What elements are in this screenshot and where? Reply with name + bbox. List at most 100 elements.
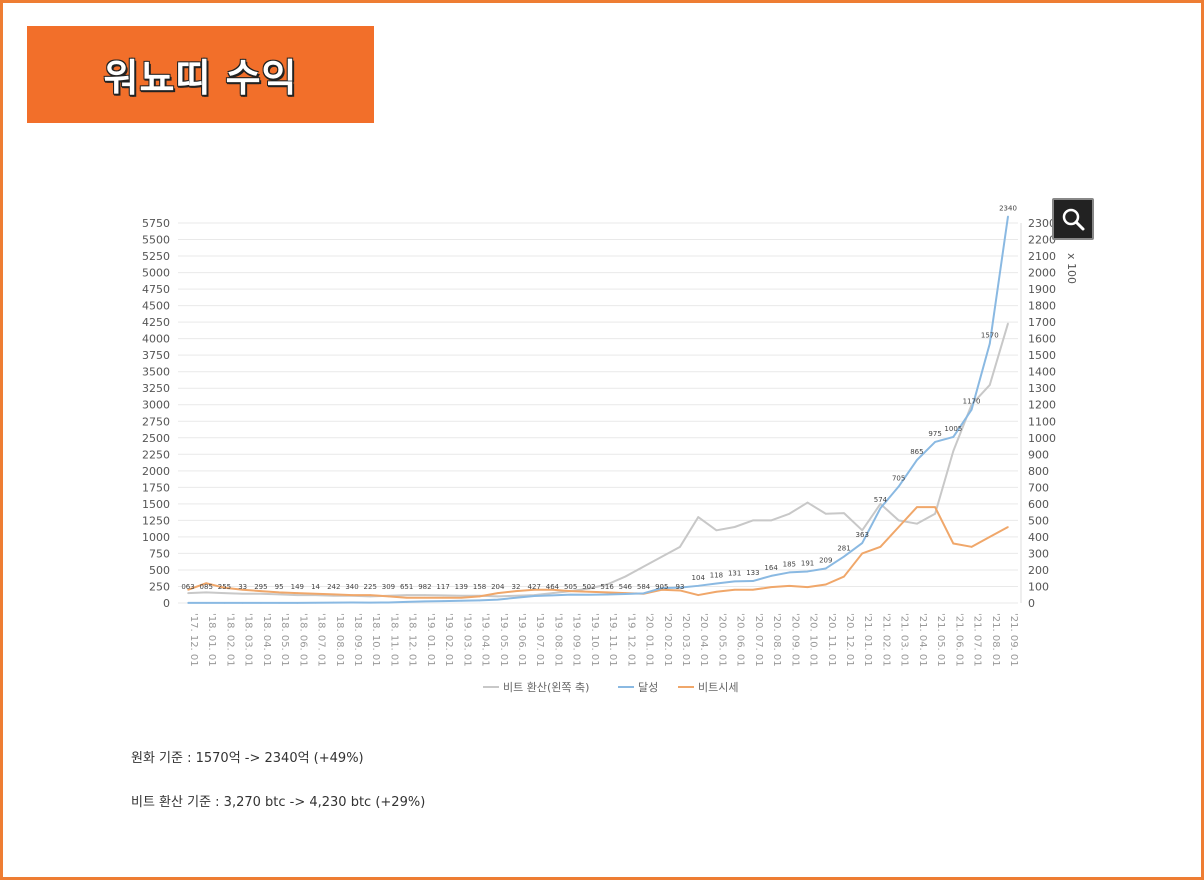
data-point [569,593,572,596]
data-point [260,602,262,604]
x-tick-label: '21. 01. 01 [862,613,873,667]
data-point [223,602,226,604]
x-tick-label: '20. 07. 01 [753,613,764,667]
data-point [715,582,718,585]
y-left-tick-label: 1000 [142,531,170,544]
y-right-tick-label: 1200 [1028,399,1056,412]
x-tick-label: '19. 04. 01 [480,613,491,667]
data-point [752,519,754,522]
data-point [442,594,444,597]
data-point [442,600,444,602]
y-right-tick-label: 400 [1028,531,1049,544]
series-line-0 [187,323,1009,598]
data-point [806,570,809,573]
data-point [515,594,517,597]
x-tick-label: '19. 09. 01 [571,613,582,667]
data-label: 255 [218,583,231,591]
title-banner: 워뇨띠 수익 [27,26,374,123]
data-point [861,529,864,532]
y-right-unit-label: x 100 [1065,253,1078,284]
data-label: 516 [600,583,614,591]
data-label: 363 [856,531,869,539]
data-point [770,519,772,522]
data-label: 209 [819,556,832,564]
data-label: 185 [783,560,796,568]
data-point [916,522,918,525]
data-point [205,582,208,584]
data-point [679,589,681,592]
data-label: 14 [311,583,320,591]
note-krw-basis: 원화 기준 : 1570억 -> 2340억 (+49%) [131,751,364,766]
x-tick-label: '20. 02. 01 [662,613,673,667]
x-tick-label: '19. 02. 01 [443,613,454,667]
data-point [1007,526,1009,528]
x-tick-label: '21. 07. 01 [972,613,983,667]
x-tick-label: '18. 12. 01 [407,613,418,667]
x-tick-label: '20. 12. 01 [844,613,855,667]
x-tick-label: '20. 08. 01 [771,613,782,667]
x-tick-label: '18. 02. 01 [224,613,235,667]
data-point [551,592,554,594]
data-point [332,593,335,596]
data-label: 33 [238,583,247,591]
x-tick-label: '19. 05. 01 [498,613,509,667]
data-point [588,587,590,590]
x-tick-label: '19. 10. 01 [589,613,600,667]
y-right-tick-label: 1100 [1028,415,1056,428]
data-point [952,450,955,452]
y-left-tick-label: 500 [149,564,170,577]
data-label: 584 [637,583,651,591]
y-left-tick-label: 2250 [142,448,170,461]
magnifier-icon [1062,208,1085,231]
data-point [970,408,973,411]
data-point [970,546,973,548]
y-left-tick-label: 1750 [142,481,170,494]
x-tick-label: '19. 07. 01 [534,613,545,667]
data-point [314,601,317,604]
data-point [770,575,772,577]
x-tick-label: '19. 11. 01 [607,613,618,667]
data-point [496,595,499,598]
y-left-tick-label: 4000 [142,333,170,346]
data-point [988,342,991,345]
y-left-tick-label: 5500 [142,234,170,247]
data-point [296,602,299,604]
data-point [533,595,536,597]
x-tick-label: '18. 09. 01 [352,613,363,667]
data-point [843,512,845,514]
data-point [569,590,572,592]
x-tick-label: '20. 06. 01 [735,613,746,667]
data-point [679,586,681,589]
y-left-tick-label: 5250 [142,250,170,263]
data-label: 1005 [944,425,962,433]
data-point [278,593,280,596]
x-tick-label: '19. 06. 01 [516,613,527,667]
x-tick-label: '19. 03. 01 [461,613,472,667]
x-tick-label: '18. 07. 01 [316,613,327,667]
y-right-tick-label: 2000 [1028,267,1056,280]
data-point [187,592,189,594]
data-point [551,588,554,591]
data-label: 063 [181,583,194,591]
x-tick-label: '21. 03. 01 [899,613,910,667]
y-left-tick-label: 5750 [142,217,170,230]
zoom-button[interactable] [1052,198,1094,240]
data-point [934,512,936,515]
data-point [351,601,353,604]
data-point [1007,215,1009,218]
data-label: 158 [473,583,486,591]
data-point [460,596,463,599]
data-label: 464 [546,583,560,591]
y-right-tick-label: 1700 [1028,316,1056,329]
data-label: 651 [400,583,413,591]
y-left-tick-label: 3500 [142,366,170,379]
data-point [296,594,299,596]
data-point [405,594,408,596]
y-right-tick-label: 600 [1028,498,1049,511]
data-point [879,546,882,548]
data-label: 95 [275,583,284,591]
data-label: 225 [364,583,377,591]
data-point [515,590,517,592]
data-label: 281 [837,545,850,553]
data-label: 191 [801,559,814,567]
